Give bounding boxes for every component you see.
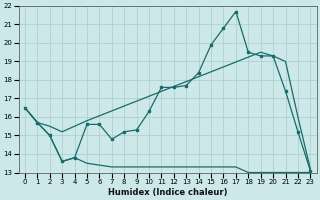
X-axis label: Humidex (Indice chaleur): Humidex (Indice chaleur) (108, 188, 228, 197)
